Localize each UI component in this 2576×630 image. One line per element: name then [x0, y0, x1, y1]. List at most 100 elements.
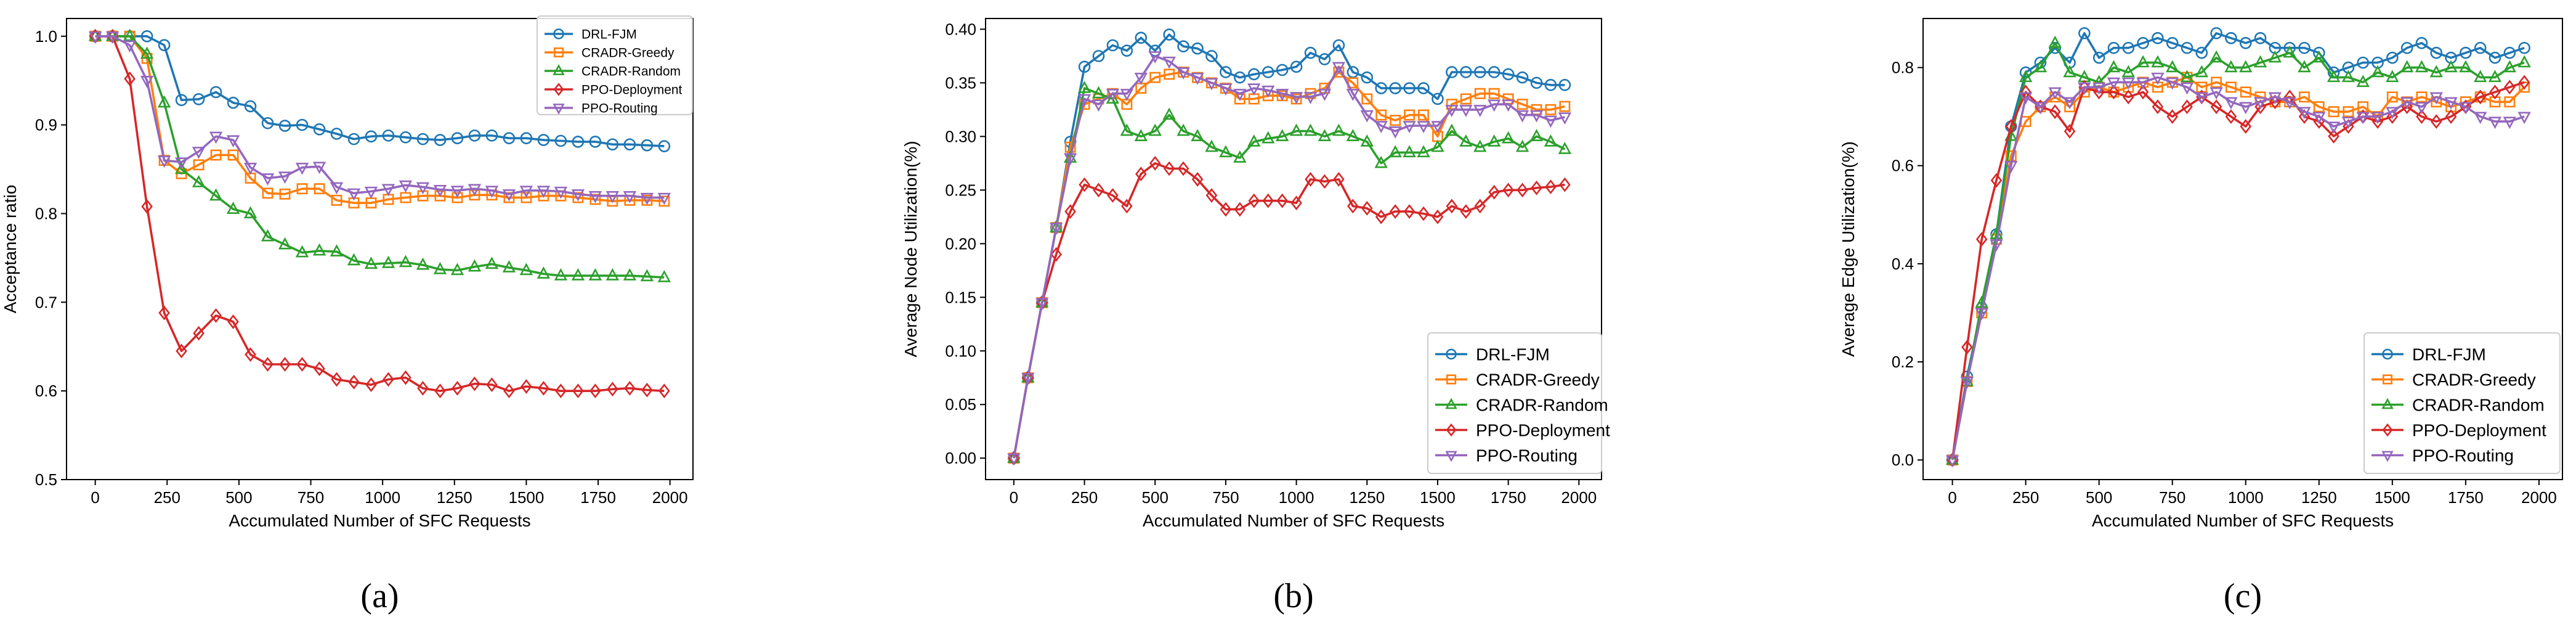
data-point [1148, 123, 1162, 136]
data-point [1191, 72, 1204, 85]
data-point [347, 188, 361, 201]
data-point [2136, 77, 2150, 90]
data-point [399, 131, 412, 144]
y-tick-label: 0.9 [35, 116, 57, 134]
data-point [262, 187, 273, 199]
data-point [1403, 121, 1416, 134]
panel-caption: (a) [360, 577, 399, 615]
data-point [2503, 60, 2516, 73]
data-point [416, 182, 430, 195]
series-line-cradr-greedy [95, 35, 665, 205]
data-point [157, 155, 171, 168]
data-point [209, 86, 222, 99]
legend-box [1427, 332, 1602, 474]
data-point [1134, 129, 1148, 142]
data-point [1990, 239, 2003, 252]
x-axis-label: Accumulated Number of SFC Requests [229, 511, 530, 530]
data-point [2093, 84, 2105, 100]
data-point [468, 259, 482, 272]
data-point [295, 162, 309, 175]
legend-swatch-marker [2382, 423, 2393, 437]
data-point [2092, 51, 2105, 64]
data-point [1361, 201, 1373, 216]
data-point [2328, 106, 2339, 118]
data-point [1092, 99, 1106, 112]
data-point [2048, 87, 2062, 100]
data-point [537, 186, 551, 198]
data-point [2386, 107, 2399, 120]
data-point [1960, 377, 1974, 389]
data-point [400, 370, 411, 385]
data-point [1417, 121, 1430, 134]
data-point [1375, 82, 1388, 94]
data-point [1417, 206, 1430, 221]
data-point [624, 380, 636, 396]
x-tick-label: 1000 [1279, 488, 1314, 507]
legend-swatch-marker [553, 64, 565, 75]
data-point [433, 184, 447, 197]
data-point [1021, 373, 1035, 385]
data-point [365, 377, 377, 392]
x-tick-label: 1750 [580, 488, 616, 507]
data-point [2033, 60, 2047, 73]
data-point [1975, 232, 1988, 247]
data-point [1120, 89, 1134, 101]
data-point [1559, 177, 1571, 192]
series-line-cradr-random [95, 35, 665, 279]
data-point [623, 268, 637, 280]
data-point [2078, 27, 2091, 39]
legend-swatch-marker [553, 28, 564, 39]
data-point [2166, 77, 2179, 90]
data-point [1333, 172, 1345, 187]
data-point [2239, 60, 2253, 73]
data-point [519, 186, 533, 198]
data-point [1558, 142, 1572, 154]
data-point [330, 128, 343, 140]
data-point [2298, 60, 2311, 73]
data-point [2444, 97, 2458, 110]
series-line-ppo-deployment [1951, 81, 2525, 460]
data-point [1135, 31, 1148, 44]
x-tick-label: 1250 [437, 488, 472, 507]
data-point [2224, 97, 2238, 110]
data-point [381, 255, 395, 268]
y-tick-label: 0.25 [945, 181, 976, 199]
data-point [589, 194, 601, 205]
data-point [571, 189, 585, 202]
data-point [2166, 36, 2179, 49]
data-point [1318, 89, 1332, 101]
data-point [2211, 76, 2222, 88]
data-point [314, 361, 325, 377]
data-point [1488, 66, 1501, 78]
data-point [1077, 80, 1092, 93]
data-point [2107, 41, 2120, 54]
data-point [538, 380, 549, 396]
data-point [2123, 89, 2134, 105]
data-point [2445, 109, 2457, 125]
x-tick-label: 1500 [509, 488, 545, 507]
data-point [1219, 83, 1233, 96]
data-point [226, 135, 240, 148]
data-point [278, 120, 291, 132]
axes-frame [985, 18, 1602, 480]
y-tick-label: 0.20 [945, 234, 976, 253]
data-point [2488, 70, 2502, 83]
legend-entry-label: PPO-Routing [2412, 446, 2514, 465]
series-line-ppo-routing [95, 35, 665, 199]
data-point [1289, 92, 1303, 105]
data-point [2298, 41, 2311, 54]
data-point [210, 149, 222, 161]
data-point [606, 191, 620, 203]
data-point [1945, 452, 1959, 465]
data-point [1388, 126, 1402, 139]
data-point [209, 188, 223, 201]
data-point [469, 376, 480, 391]
data-point [1121, 198, 1133, 214]
data-point [2328, 129, 2339, 144]
data-point [175, 94, 188, 107]
data-point [658, 140, 671, 152]
axes-frame [1922, 18, 2563, 480]
data-point [2386, 91, 2398, 103]
data-point [1431, 139, 1444, 152]
legend-entry-label: PPO-Routing [1476, 446, 1578, 465]
